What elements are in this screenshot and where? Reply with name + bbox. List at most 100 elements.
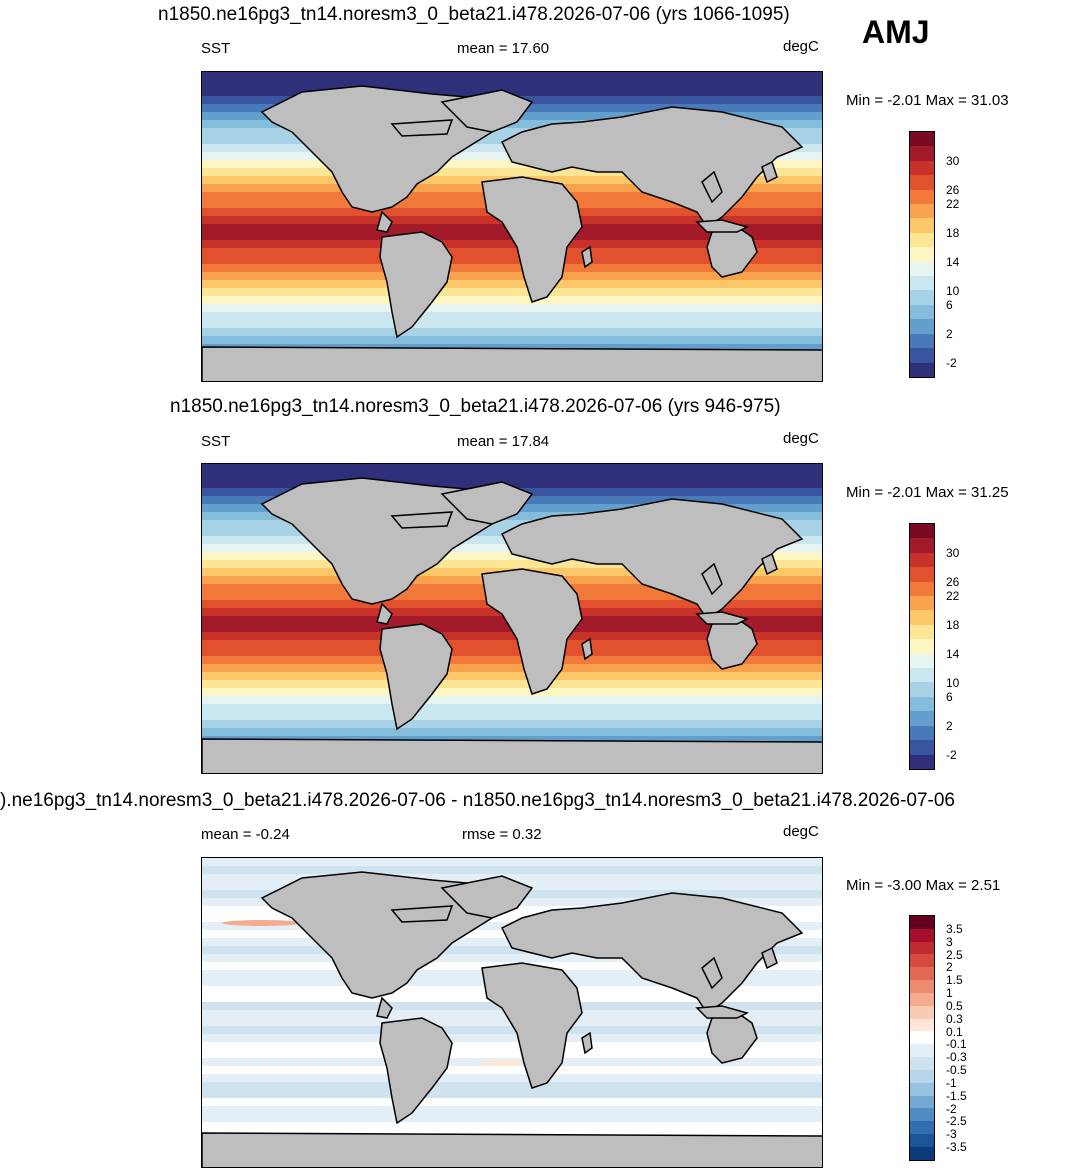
ocean-band (202, 664, 822, 673)
land-mass (695, 1005, 750, 1019)
ocean-band (202, 680, 822, 689)
ocean-band (202, 1042, 822, 1051)
ocean-band (202, 88, 822, 97)
panel2-mean: mean = 17.84 (457, 433, 550, 450)
colorbar-swatch (910, 552, 934, 568)
colorbar-tick-label: -3 (946, 1127, 957, 1142)
land-mass (379, 623, 453, 731)
land-mass (701, 956, 723, 990)
anomaly-patch (477, 1060, 527, 1066)
colorbar-swatch (910, 348, 934, 363)
colorbar-swatch (910, 596, 934, 611)
colorbar-tick-label: 18 (946, 617, 960, 632)
colorbar-tick-label: 26 (946, 574, 960, 589)
ocean-band (202, 280, 822, 289)
land-mass (202, 738, 822, 773)
season-label: AMJ (862, 14, 930, 50)
ocean-band (202, 1122, 822, 1131)
map-canvas (202, 464, 822, 773)
land-mass (390, 905, 454, 923)
colorbar-swatch (910, 276, 934, 291)
colorbar-swatch (910, 333, 934, 349)
colorbar-tick-label: 14 (946, 646, 960, 661)
colorbar-swatch (910, 132, 934, 147)
land-mass (202, 1132, 822, 1167)
ocean-band (202, 272, 822, 281)
colorbar-swatch (910, 189, 934, 205)
colorbar-swatch (910, 1121, 934, 1135)
ocean-band (202, 128, 822, 137)
ocean-band (202, 632, 822, 641)
land-mass (202, 346, 822, 381)
colorbar-swatch (910, 668, 934, 683)
panel3-title: ).ne16pg3_tn14.noresm3_0_beta21.i478.202… (0, 790, 956, 811)
land-mass (706, 1015, 758, 1064)
colorbar-swatch (910, 290, 934, 305)
ocean-band (202, 464, 822, 473)
ocean-band (202, 688, 822, 697)
colorbar-swatch (910, 304, 934, 320)
ocean-band (202, 712, 822, 721)
colorbar-tick-label: 2 (946, 718, 953, 733)
colorbar-swatch (910, 992, 934, 1006)
ocean-band (202, 296, 822, 305)
land-mass (440, 481, 534, 525)
ocean-band (202, 168, 822, 177)
colorbar-tick-label: 3 (946, 934, 953, 949)
ocean-band (202, 704, 822, 713)
land-mass (581, 637, 593, 661)
colorbar-swatch (910, 639, 934, 654)
panel3-minmax: Min = -3.00 Max = 2.51 (846, 877, 1001, 894)
colorbar-swatch (910, 1108, 934, 1122)
colorbar-swatch (910, 954, 934, 968)
land-mass (376, 996, 393, 1019)
colorbar-swatch (910, 941, 934, 955)
land-mass (761, 552, 778, 576)
ocean-band (202, 640, 822, 649)
panel2-minmax: Min = -2.01 Max = 31.25 (846, 484, 1009, 501)
colorbar-swatch (910, 567, 934, 582)
panel2-units: degC (783, 430, 819, 447)
colorbar-swatch (910, 754, 934, 769)
land-mass (481, 176, 583, 303)
colorbar-tick-label: 22 (946, 197, 960, 212)
colorbar-tick-label: 1 (946, 986, 953, 1001)
ocean-band (202, 336, 822, 345)
colorbar-swatch (910, 1134, 934, 1147)
colorbar-swatch (910, 624, 934, 640)
land-mass (379, 1017, 453, 1125)
panel3-colorbar (909, 915, 935, 1161)
ocean-band (202, 1098, 822, 1107)
land-mass (440, 875, 534, 919)
colorbar-tick-label: 10 (946, 675, 960, 690)
panel1-minmax: Min = -2.01 Max = 31.03 (846, 92, 1009, 109)
ocean-band (202, 858, 822, 867)
land-mass (440, 89, 534, 133)
colorbar-swatch (910, 1095, 934, 1109)
colorbar-swatch (910, 696, 934, 712)
colorbar-swatch (910, 261, 934, 277)
panel1-title: n1850.ne16pg3_tn14.noresm3_0_beta21.i478… (158, 4, 790, 25)
colorbar-swatch (910, 581, 934, 597)
land-mass (390, 119, 454, 137)
anomaly-patch (222, 920, 302, 926)
colorbar-swatch (910, 725, 934, 741)
colorbar-swatch (910, 1057, 934, 1070)
colorbar-swatch (910, 1031, 934, 1045)
panel3-mean: mean = -0.24 (201, 826, 290, 843)
panel2-title: n1850.ne16pg3_tn14.noresm3_0_beta21.i478… (170, 396, 781, 417)
colorbar-swatch (910, 1018, 934, 1032)
colorbar-swatch (910, 232, 934, 248)
ocean-band (202, 72, 822, 81)
colorbar-swatch (910, 682, 934, 697)
ocean-band (202, 1082, 822, 1091)
colorbar-tick-label: 0.3 (946, 1011, 963, 1026)
ocean-band (202, 672, 822, 681)
land-mass (761, 946, 778, 970)
colorbar-swatch (910, 1082, 934, 1096)
colorbar-swatch (910, 247, 934, 262)
land-mass (500, 106, 804, 229)
ocean-band (202, 656, 822, 665)
colorbar-swatch (910, 218, 934, 233)
ocean-band (202, 480, 822, 489)
